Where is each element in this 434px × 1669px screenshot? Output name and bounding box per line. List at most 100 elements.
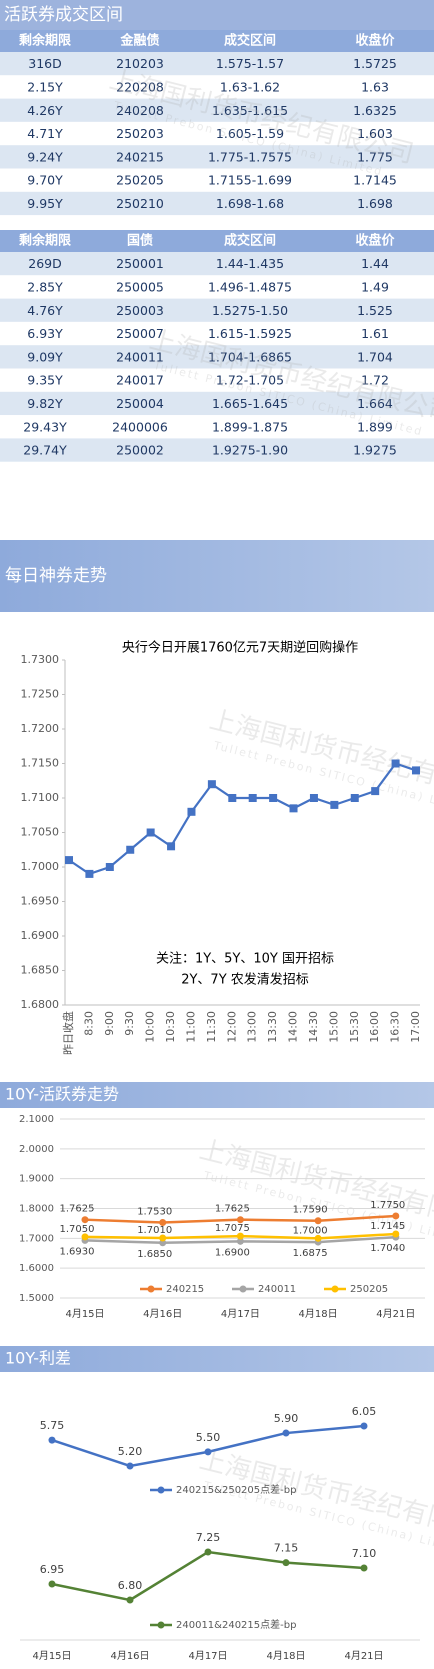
data-label: 1.7050 (60, 1224, 95, 1235)
table-cell: 1.72 (361, 373, 389, 388)
table-cell: 1.6325 (353, 103, 397, 118)
data-point (126, 1596, 134, 1604)
data-point (159, 1219, 167, 1227)
data-label: 6.95 (40, 1563, 65, 1576)
legend-label: 240215&250205点差-bp (176, 1483, 296, 1496)
chart-title: 央行今日开展1760亿元7天期逆回购操作 (122, 640, 358, 656)
data-point (350, 794, 359, 802)
table-header-bg (0, 30, 434, 52)
y-tick-label: 1.6800 (21, 998, 60, 1011)
data-point (85, 869, 94, 878)
data-label: 1.7530 (137, 1207, 172, 1218)
table-row-bg (0, 168, 434, 192)
legend-label: 240011 (258, 1284, 296, 1295)
table-cell: 4.26Y (27, 103, 63, 118)
data-point (126, 1462, 134, 1470)
table-cell: 1.5725 (353, 56, 397, 71)
table-header-cell: 剩余期限 (19, 233, 72, 249)
table-cell: 1.615-1.5925 (208, 326, 292, 341)
table-cell: 29.43Y (23, 419, 67, 434)
table-row-bg (0, 368, 434, 392)
data-point (289, 804, 298, 813)
table-cell: 250001 (116, 256, 164, 271)
data-point (236, 1216, 244, 1224)
data-label: 6.80 (118, 1579, 143, 1592)
data-label: 7.25 (196, 1531, 221, 1544)
data-point (146, 828, 155, 837)
annotation: 关注：1Y、5Y、10Y 国开招标 (156, 952, 334, 967)
table-cell: 1.7155-1.699 (208, 173, 292, 188)
table-header-cell: 剩余期限 (19, 33, 72, 49)
data-point (207, 780, 216, 789)
y-tick-label: 1.6950 (21, 895, 60, 908)
data-label: 5.75 (40, 1419, 65, 1432)
table-row-bg (0, 98, 434, 122)
table-cell: 220208 (116, 79, 164, 94)
table-row-bg (0, 275, 434, 299)
data-point (248, 794, 257, 802)
y-tick-label: 1.6000 (19, 1263, 54, 1274)
data-point (360, 1564, 368, 1572)
table-cell: 6.93Y (27, 326, 63, 341)
y-tick-label: 2.0000 (19, 1144, 54, 1155)
table-cell: 250205 (116, 173, 164, 188)
table-row-bg (0, 391, 434, 416)
y-tick-label: 1.7250 (21, 688, 60, 701)
table-cell: 1.775-1.7575 (208, 149, 292, 164)
data-label: 1.6930 (60, 1246, 95, 1257)
table-cell: 250004 (116, 396, 164, 411)
data-point (204, 1448, 212, 1456)
x-tick-label: 4月21日 (376, 1308, 415, 1320)
table-row-bg (0, 121, 434, 146)
data-point (391, 759, 400, 768)
data-point (412, 766, 420, 775)
section-banner (0, 1082, 434, 1108)
data-label: 1.7750 (370, 1200, 405, 1211)
table-cell: 1.9275 (353, 443, 397, 458)
x-tick-label: 9:30 (123, 1011, 136, 1036)
data-point (81, 1216, 89, 1224)
data-label: 5.50 (196, 1431, 221, 1444)
table-cell: 1.899 (357, 419, 393, 434)
data-point (330, 800, 339, 809)
x-tick-label: 16:30 (389, 1011, 402, 1043)
legend-marker (157, 1486, 165, 1494)
data-point (187, 807, 196, 816)
legend-marker (147, 1285, 155, 1293)
data-point (105, 863, 114, 871)
data-point (269, 794, 278, 802)
data-point (392, 1230, 400, 1238)
table-cell: 1.63-1.62 (220, 79, 280, 94)
table-cell: 29.74Y (23, 443, 67, 458)
x-tick-label: 13:00 (246, 1011, 259, 1043)
data-point (167, 842, 176, 851)
table-cell: 240208 (116, 103, 164, 118)
x-tick-label: 14:30 (307, 1011, 320, 1043)
table-cell: 1.665-1.645 (212, 396, 288, 411)
x-tick-label: 4月16日 (143, 1308, 182, 1320)
data-label: 1.6900 (215, 1247, 250, 1258)
table-cell: 250203 (116, 126, 164, 141)
legend-marker (157, 1621, 165, 1629)
data-label: 1.7040 (370, 1243, 405, 1254)
table-cell: 1.605-1.59 (216, 126, 284, 141)
x-tick-label: 4月17日 (221, 1308, 260, 1320)
section-banner (0, 540, 434, 612)
table-cell: 1.496-1.4875 (208, 279, 292, 294)
table-cell: 4.71Y (27, 126, 63, 141)
x-tick-label: 13:30 (266, 1011, 279, 1043)
title-bar (0, 0, 434, 30)
y-tick-label: 1.7000 (19, 1233, 54, 1244)
table-row-bg (0, 52, 434, 76)
table-cell: 9.24Y (27, 149, 63, 164)
data-point (204, 1548, 212, 1556)
table-cell: 1.61 (361, 326, 389, 341)
table-cell: 1.698 (357, 196, 393, 211)
table-row-bg (0, 415, 434, 439)
table-cell: 250007 (116, 326, 164, 341)
table-header-bg (0, 230, 434, 252)
table-cell: 240011 (116, 349, 164, 364)
table-cell: 1.5275-1.50 (212, 303, 288, 318)
y-tick-label: 2.1000 (19, 1114, 54, 1125)
